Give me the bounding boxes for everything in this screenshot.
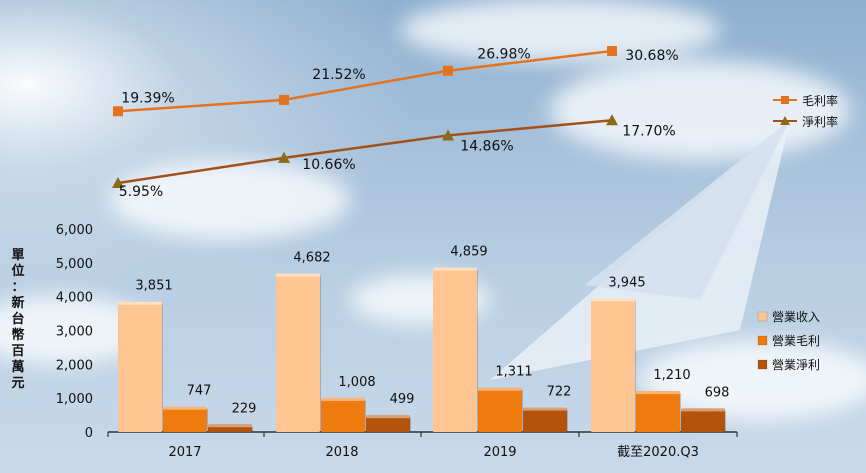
bar-value-label: 1,311 [495,365,532,380]
bar-value-label: 229 [232,401,257,416]
line-marker-triangle [112,177,124,188]
paper-plane-body [585,120,790,300]
y-axis-label: 單位：新台幣百萬元 [11,248,25,391]
bar-2-2020-Q3 [681,408,725,432]
line-value-label: 14.86% [460,138,513,154]
bar-0-2020-Q3 [591,298,635,432]
legend-label-1: 營業毛利 [772,334,820,348]
bar-0-2019 [433,267,477,432]
line-value-label: 17.70% [622,123,675,139]
x-tick-label: 截至2020.Q3 [617,445,699,460]
bar-value-label: 722 [547,385,572,400]
line-value-label: 26.98% [477,47,530,63]
line-marker-square [279,94,289,105]
y-tick-label: 2,000 [56,358,93,373]
bar-highlight [208,424,252,428]
legend-label-2: 營業淨利 [772,358,820,372]
bar-value-label: 4,682 [293,251,330,266]
bar-value-label: 3,851 [135,279,172,294]
bar-highlight [681,408,725,412]
line-value-label: 30.68% [625,48,678,64]
bar-value-label: 698 [705,385,730,400]
line-0 [117,49,613,113]
legend-label-0: 營業收入 [772,310,820,324]
bar-1-2020-Q3 [636,391,680,432]
legend-line-label-0: 毛利率 [802,93,838,108]
bar-2-2019 [523,407,567,432]
legend-marker-square [781,96,789,104]
legend-swatch-0 [757,311,768,322]
line-marker-triangle [606,114,618,126]
legend-swatch-2 [757,359,768,370]
bar-highlight [433,267,477,271]
bar-2-2017 [208,424,252,432]
bar-highlight [366,415,410,419]
bar-value-label: 499 [390,392,415,407]
x-tick-label: 2019 [483,445,516,460]
y-tick-label: 6,000 [56,223,93,238]
bar-highlight [163,406,207,410]
line-marker-square [607,46,617,56]
bar-value-label: 1,210 [653,368,690,383]
legend-marker-triangle [780,116,790,125]
bar-highlight [636,391,680,395]
bar-value-label: 3,945 [608,276,645,291]
bar-1-2017 [163,406,207,432]
legend-swatch-1 [757,335,768,346]
bar-highlight [118,301,162,305]
bar-highlight [523,407,567,411]
y-tick-label: 1,000 [56,392,93,407]
bar-value-label: 4,859 [450,245,487,260]
legend-line-label-1: 淨利率 [802,114,838,129]
y-tick-label: 0 [85,426,93,441]
x-tick-label: 2017 [168,445,201,460]
line-value-label: 5.95% [119,184,163,200]
line-marker-square [113,106,123,117]
line-value-label: 21.52% [312,67,365,83]
line-value-label: 10.66% [302,157,355,173]
bar-highlight [321,397,365,401]
bar-value-label: 747 [187,384,212,399]
bar-0-2017 [118,301,162,432]
bar-2-2018 [366,415,410,432]
bar-1-2019 [478,387,522,432]
bar-0-2018 [276,273,320,432]
y-tick-label: 3,000 [56,325,93,340]
y-tick-label: 5,000 [56,257,93,272]
y-tick-label: 4,000 [56,291,93,306]
x-tick-label: 2018 [325,445,358,460]
bar-highlight [276,273,320,277]
bar-1-2018 [321,397,365,432]
line-marker-square [443,65,453,76]
line-marker-triangle [278,151,290,163]
line-marker-triangle [442,129,454,141]
line-1 [117,119,613,185]
bar-value-label: 1,008 [338,375,375,390]
line-value-label: 19.39% [121,90,174,106]
bar-highlight [591,298,635,302]
bar-highlight [478,387,522,391]
